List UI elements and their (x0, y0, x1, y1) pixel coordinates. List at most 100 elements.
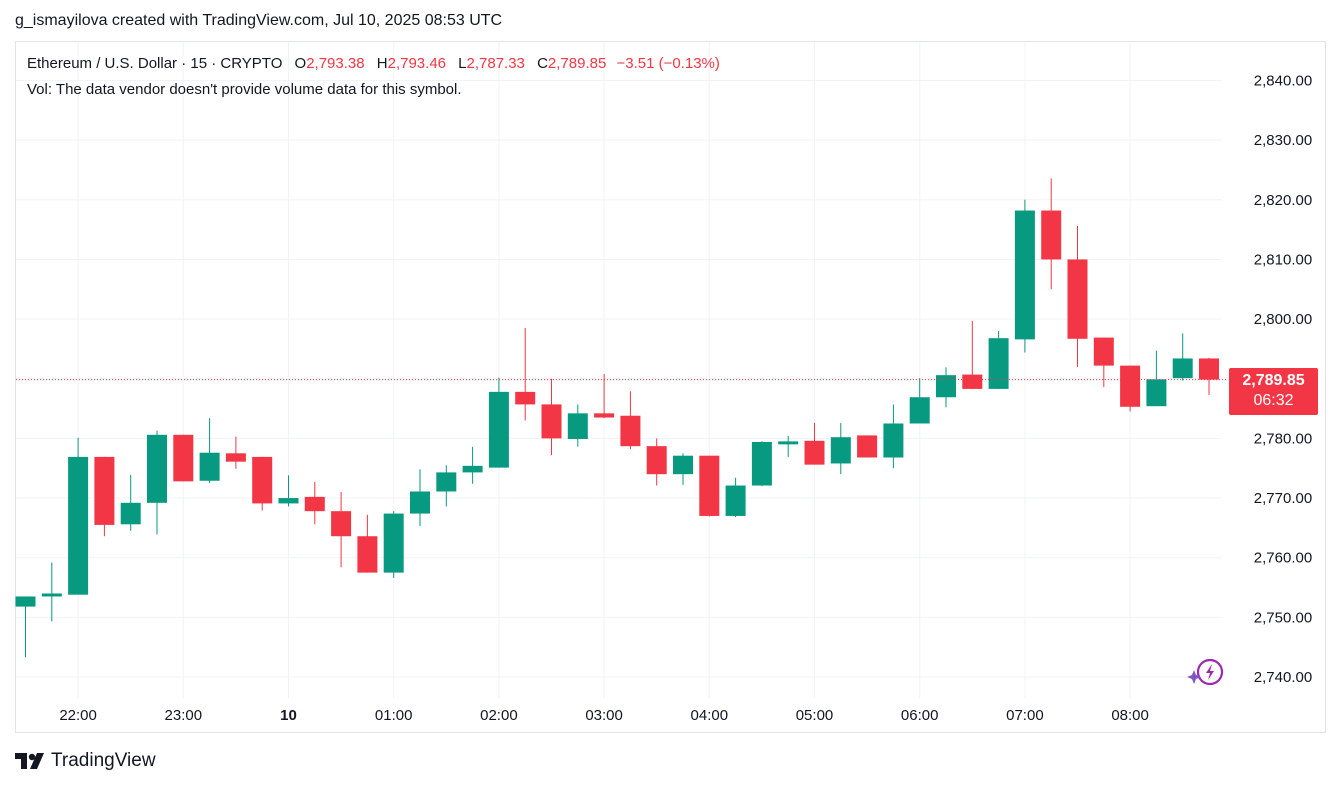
candle-up (488, 377, 509, 468)
candle-up (120, 474, 141, 531)
sparkle-lightning-icon[interactable] (1186, 656, 1228, 692)
price-tick-label: 2,820.00 (1254, 192, 1312, 209)
candle-up (830, 422, 851, 475)
high-label: H (376, 55, 388, 72)
tradingview-logo-icon (15, 753, 44, 769)
candle-body (751, 441, 772, 486)
candle-up (41, 562, 62, 622)
candle-up (383, 511, 404, 578)
candle-body (699, 455, 720, 516)
chart-frame[interactable] (15, 41, 1326, 733)
candle-down (962, 320, 983, 389)
candle-body (331, 511, 352, 537)
candle-up (673, 453, 693, 485)
candle-up (883, 404, 904, 469)
candle-body (830, 437, 851, 464)
candle-body (936, 375, 956, 398)
close-label: C (537, 55, 548, 72)
candle-down (1093, 337, 1114, 388)
candle-up (68, 437, 89, 595)
price-tick-label: 2,840.00 (1254, 73, 1312, 90)
candle-up (436, 465, 457, 507)
candle-body (909, 397, 930, 424)
candle-down (699, 455, 720, 517)
last-price-value: 2,789.85 (1242, 372, 1305, 389)
symbol-legend: Ethereum / U.S. Dollar · 15 · CRYPTO O2,… (27, 55, 720, 72)
low-label: L (458, 55, 467, 72)
candle-body (147, 434, 167, 503)
candle-body (225, 453, 246, 462)
change-value: −3.51 (−0.13%) (616, 55, 720, 72)
candle-up (909, 378, 930, 424)
candle-down (1067, 226, 1088, 367)
candle-up (778, 436, 799, 457)
candle-body (383, 513, 404, 573)
brand-name: TradingView (51, 750, 156, 771)
candle-down (804, 422, 825, 465)
candle-up (147, 430, 167, 535)
grid-lines (16, 42, 1222, 698)
time-tick-label: 03:00 (585, 707, 623, 724)
tradingview-logo[interactable]: TradingView (15, 750, 156, 772)
candle-body (488, 391, 509, 468)
candle-down (304, 481, 325, 525)
candle-body (725, 485, 746, 516)
price-tick-label: 2,780.00 (1254, 430, 1312, 447)
candle-down (515, 328, 536, 421)
candle-down (1041, 178, 1062, 290)
time-tick-label: 04:00 (691, 707, 729, 724)
candle-body (1014, 210, 1035, 340)
candle-body (1093, 337, 1114, 366)
price-tick-label: 2,750.00 (1254, 609, 1312, 626)
open-value: 2,793.38 (306, 55, 365, 72)
candle-body (15, 596, 36, 607)
candle-body (252, 456, 273, 504)
bar-countdown: 06:32 (1253, 392, 1294, 409)
candle-body (357, 536, 378, 573)
candle-body (962, 374, 983, 389)
price-tick-label: 2,800.00 (1254, 311, 1312, 328)
candle-body (515, 391, 536, 405)
candle-down (620, 391, 641, 450)
candles (15, 178, 1219, 658)
candle-body (1041, 210, 1062, 260)
candle-body (646, 446, 667, 475)
candle-body (857, 435, 878, 458)
candle-down (646, 438, 667, 486)
time-tick-label: 01:00 (375, 707, 413, 724)
candle-body (620, 415, 641, 447)
candle-body (436, 472, 457, 492)
candle-up (988, 331, 1009, 389)
candle-down (1199, 357, 1219, 395)
candle-up (199, 418, 220, 484)
candle-body (883, 423, 904, 458)
candle-down (225, 436, 246, 469)
candle-body (1146, 379, 1167, 407)
price-tick-label: 2,830.00 (1254, 132, 1312, 149)
candle-up (1172, 333, 1193, 381)
candle-up (725, 477, 746, 518)
price-tick-label: 2,740.00 (1254, 669, 1312, 686)
candle-body (68, 456, 89, 595)
symbol-title[interactable]: Ethereum / U.S. Dollar · 15 · CRYPTO (27, 55, 283, 72)
candle-body (304, 496, 325, 512)
chart-caption: g_ismayilova created with TradingView.co… (15, 12, 503, 29)
candle-body (410, 491, 430, 514)
price-tick-label: 2,770.00 (1254, 490, 1312, 507)
candle-down (173, 434, 194, 482)
candle-body (541, 404, 562, 439)
candle-up (751, 441, 772, 487)
candle-body (594, 413, 615, 418)
candle-body (462, 465, 483, 473)
candle-body (988, 338, 1009, 389)
candle-up (15, 596, 36, 658)
price-tick-label: 2,760.00 (1254, 550, 1312, 567)
candle-down (541, 378, 562, 456)
candle-body (94, 456, 115, 525)
candle-body (1172, 358, 1193, 379)
candle-up (462, 446, 483, 484)
volume-note: Vol: The data vendor doesn't provide vol… (27, 81, 462, 98)
candle-body (1067, 259, 1088, 339)
candle-body (173, 434, 194, 482)
